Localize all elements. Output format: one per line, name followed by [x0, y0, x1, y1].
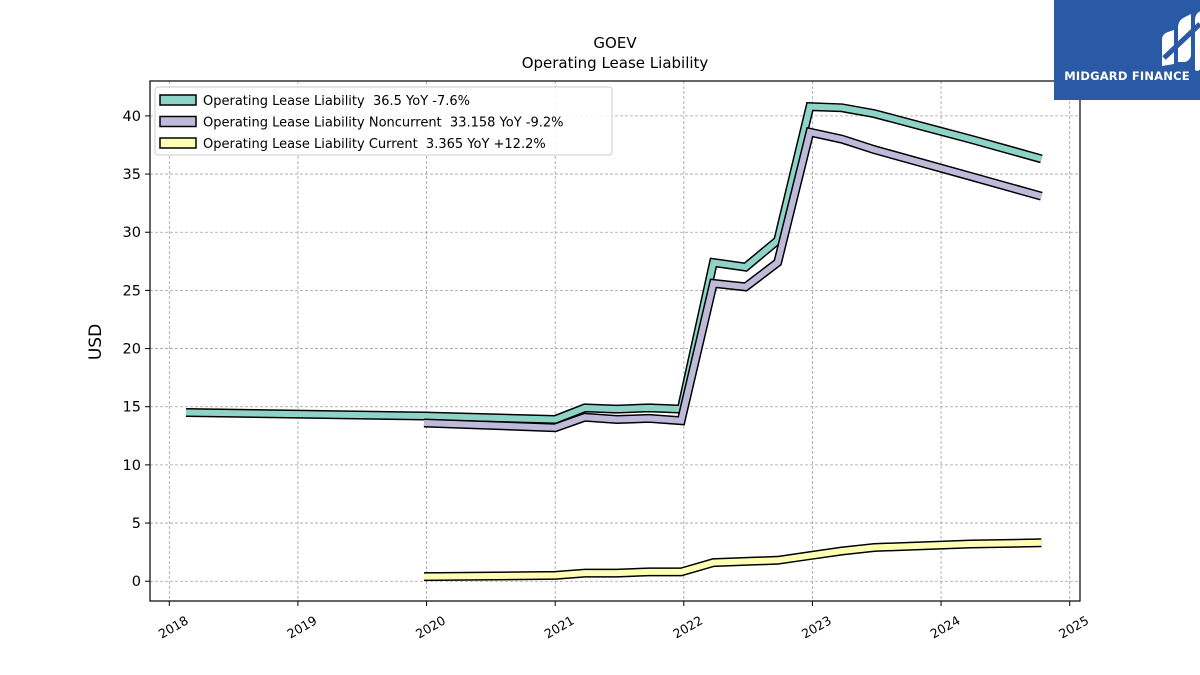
y-axis-label: USD	[86, 324, 106, 360]
series-lines	[185, 101, 1043, 582]
legend-swatch	[159, 115, 197, 128]
x-tick-label: 2019	[284, 613, 319, 642]
y-tick-label: 10	[123, 458, 141, 474]
x-tick-label: 2021	[542, 613, 577, 642]
chart-title: GOEV	[593, 34, 637, 52]
x-tick-label: 2022	[670, 613, 705, 642]
y-tick-label: 0	[132, 574, 141, 590]
legend-label: Operating Lease Liability 36.5 YoY -7.6%	[203, 94, 470, 109]
series-line-1	[423, 128, 1043, 431]
y-tick-label: 30	[123, 225, 141, 241]
midgard-logo-icon	[1162, 11, 1200, 71]
plot-frame	[149, 80, 1081, 602]
series-line-2	[423, 539, 1042, 580]
y-tick-label: 15	[123, 400, 141, 416]
x-tick-label: 2018	[156, 613, 191, 642]
x-tick-label: 2025	[1056, 613, 1091, 642]
legend: Operating Lease Liability 36.5 YoY -7.6%…	[154, 86, 613, 156]
series-line-0	[185, 103, 1043, 423]
series-outline-1	[423, 126, 1043, 433]
grid	[150, 81, 1080, 601]
midgard-finance-logo: MIDGARD FINANCE	[1054, 0, 1200, 100]
y-tick-label: 25	[123, 283, 141, 299]
x-tick-label: 2024	[928, 613, 963, 642]
legend-frame	[154, 86, 613, 156]
x-tick-label: 2023	[799, 613, 834, 642]
legend-swatch	[159, 94, 197, 106]
legend-label: Operating Lease Liability Noncurrent 33.…	[203, 116, 564, 131]
y-tick-label: 20	[123, 342, 141, 358]
legend-label: Operating Lease Liability Current 3.365 …	[203, 137, 546, 152]
x-tick-label: 2020	[413, 613, 448, 642]
chart-subtitle: Operating Lease Liability	[522, 54, 709, 72]
legend-swatch	[159, 137, 197, 149]
y-tick-label: 40	[123, 109, 141, 125]
logo-text: MIDGARD FINANCE	[1064, 69, 1190, 83]
y-tick-label: 5	[132, 516, 141, 532]
y-tick-label: 35	[123, 167, 141, 183]
